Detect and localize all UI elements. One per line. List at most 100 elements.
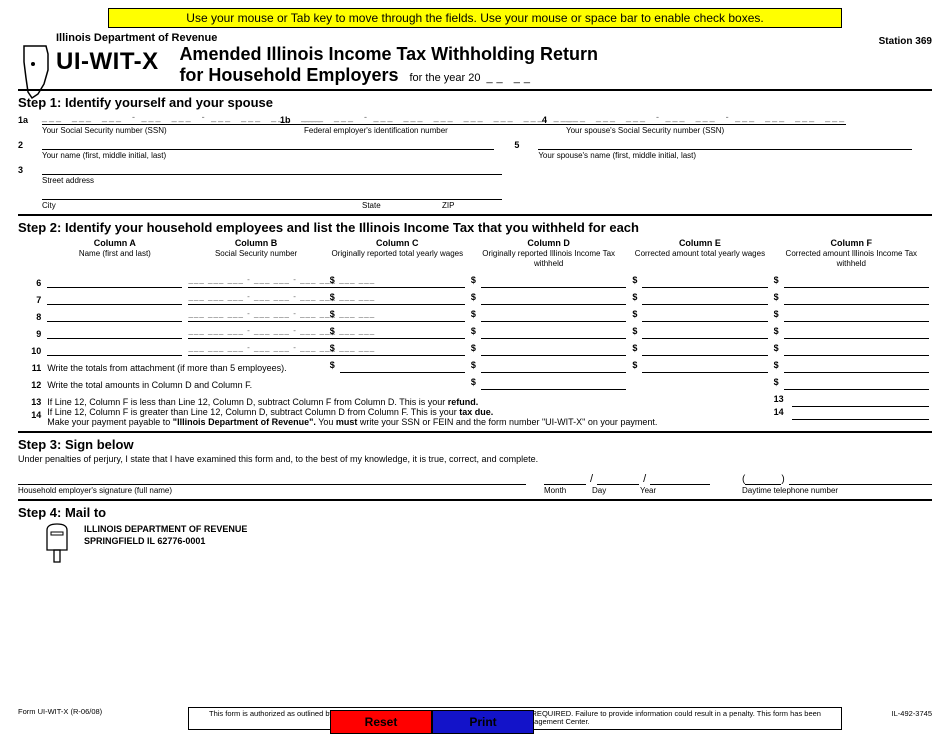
colC-input[interactable]: $ bbox=[330, 309, 465, 322]
line-5-no: 5 bbox=[514, 137, 538, 150]
spouse-ssn-input[interactable]: ___ ___ ___ - ___ ___ - ___ ___ ___ ___ bbox=[566, 112, 846, 125]
for-year-label: for the year 20 bbox=[410, 72, 481, 84]
colC-header: Column COriginally reported total yearly… bbox=[327, 237, 468, 271]
day-caption: Day bbox=[592, 486, 640, 495]
colF-input[interactable]: $ bbox=[774, 275, 929, 288]
instruction-banner: Use your mouse or Tab key to move throug… bbox=[108, 8, 842, 28]
row-no: 6 bbox=[18, 271, 44, 288]
line12-no: 12 bbox=[18, 373, 44, 390]
line12-f-input[interactable]: $ bbox=[774, 377, 929, 390]
line13-amount-input[interactable]: 13 bbox=[774, 394, 929, 407]
city-state-zip-input[interactable] bbox=[42, 187, 502, 200]
line11-no: 11 bbox=[18, 356, 44, 373]
colB-header: Column BSocial Security number bbox=[185, 237, 326, 271]
colD-input[interactable]: $ bbox=[471, 275, 626, 288]
emp-name-input[interactable] bbox=[47, 275, 182, 288]
colE-input[interactable]: $ bbox=[632, 343, 767, 356]
colF-input[interactable]: $ bbox=[774, 292, 929, 305]
form-code: UI-WIT-X bbox=[56, 48, 159, 76]
line14-text: If Line 12, Column F is greater than Lin… bbox=[44, 407, 770, 427]
signature-caption: Household employer's signature (full nam… bbox=[18, 486, 526, 495]
line-1b-no: 1b bbox=[280, 112, 304, 125]
line13-text: If Line 12, Column F is less than Line 1… bbox=[44, 390, 770, 407]
emp-name-input[interactable] bbox=[47, 343, 182, 356]
action-buttons: Reset Print bbox=[330, 710, 534, 734]
perjury-statement: Under penalties of perjury, I state that… bbox=[18, 454, 932, 464]
colC-input[interactable]: $ bbox=[330, 326, 465, 339]
line11-c-input[interactable]: $ bbox=[330, 360, 465, 373]
colE-header: Column ECorrected amount total yearly wa… bbox=[629, 237, 770, 271]
colD-input[interactable]: $ bbox=[471, 292, 626, 305]
colD-input[interactable]: $ bbox=[471, 326, 626, 339]
station-number: Station 369 bbox=[879, 36, 932, 47]
line14-amount-input[interactable]: 14 bbox=[774, 407, 929, 420]
row-no: 10 bbox=[18, 339, 44, 356]
print-button[interactable]: Print bbox=[432, 710, 534, 734]
illinois-logo-icon bbox=[18, 44, 54, 100]
street-caption: Street address bbox=[42, 176, 502, 185]
page: Use your mouse or Tab key to move throug… bbox=[0, 0, 950, 734]
fein-input[interactable]: ___ ___ - ___ ___ ___ ___ ___ ___ ___ bbox=[304, 112, 575, 125]
colF-input[interactable]: $ bbox=[774, 309, 929, 322]
line12-text: Write the total amounts in Column D and … bbox=[44, 373, 326, 390]
line11-f-input[interactable]: $ bbox=[774, 360, 929, 373]
street-input[interactable] bbox=[42, 162, 502, 175]
colC-input[interactable]: $ bbox=[330, 343, 465, 356]
spouse-ssn-caption: Your spouse's Social Security number (SS… bbox=[566, 126, 784, 135]
fein-caption: Federal employer's identification number bbox=[304, 126, 522, 135]
colE-input[interactable]: $ bbox=[632, 309, 767, 322]
state-caption: State bbox=[362, 201, 442, 210]
blank-lineno bbox=[18, 187, 42, 190]
ssn-caption: Your Social Security number (SSN) bbox=[42, 126, 260, 135]
mail-addr-line1: ILLINOIS DEPARTMENT OF REVENUE bbox=[84, 524, 247, 534]
rule-after-title bbox=[18, 89, 932, 91]
spouse-name-caption: Your spouse's name (first, middle initia… bbox=[538, 151, 912, 160]
colE-input[interactable]: $ bbox=[632, 326, 767, 339]
line11-e-input[interactable]: $ bbox=[632, 360, 767, 373]
year-blanks[interactable]: __ __ bbox=[486, 72, 534, 84]
line-4-no: 4 bbox=[542, 112, 566, 125]
emp-name-input[interactable] bbox=[47, 309, 182, 322]
colE-input[interactable]: $ bbox=[632, 292, 767, 305]
line11-d-input[interactable]: $ bbox=[471, 360, 626, 373]
form-revision: Form UI-WIT-X (R-06/08) bbox=[18, 707, 188, 716]
your-name-input[interactable] bbox=[42, 137, 494, 150]
phone-input[interactable]: ( ) bbox=[742, 472, 932, 485]
phone-caption: Daytime telephone number bbox=[742, 486, 932, 495]
colD-header: Column DOriginally reported Illinois Inc… bbox=[468, 237, 629, 271]
row-no: 8 bbox=[18, 305, 44, 322]
rule-after-step3 bbox=[18, 499, 932, 501]
row-no: 9 bbox=[18, 322, 44, 339]
signature-input[interactable] bbox=[18, 472, 526, 485]
month-caption: Month bbox=[544, 486, 592, 495]
step3-heading: Step 3: Sign below bbox=[18, 437, 932, 452]
paren-close: ) bbox=[781, 474, 784, 485]
title-line2-text: for Household Employers bbox=[179, 65, 398, 85]
colF-header: Column FCorrected amount Illinois Income… bbox=[771, 237, 932, 271]
rule-after-step2 bbox=[18, 431, 932, 433]
rule-after-step1 bbox=[18, 214, 932, 216]
your-name-caption: Your name (first, middle initial, last) bbox=[42, 151, 494, 160]
line-2-no: 2 bbox=[18, 137, 42, 150]
step1-heading: Step 1: Identify yourself and your spous… bbox=[18, 95, 932, 110]
reset-button[interactable]: Reset bbox=[330, 710, 432, 734]
colF-input[interactable]: $ bbox=[774, 326, 929, 339]
colA-header: Column AName (first and last) bbox=[44, 237, 185, 271]
line14-no: 14 bbox=[18, 407, 44, 427]
colD-input[interactable]: $ bbox=[471, 343, 626, 356]
date-input[interactable]: / / bbox=[544, 472, 724, 485]
form-header: Station 369 Illinois Department of Reven… bbox=[18, 32, 932, 85]
emp-name-input[interactable] bbox=[47, 292, 182, 305]
form-title-line1: Amended Illinois Income Tax Withholding … bbox=[179, 44, 598, 65]
year-caption: Year bbox=[640, 486, 656, 495]
colC-input[interactable]: $ bbox=[330, 275, 465, 288]
mailbox-icon bbox=[42, 522, 72, 564]
zip-caption: ZIP bbox=[442, 201, 502, 210]
colF-input[interactable]: $ bbox=[774, 343, 929, 356]
colE-input[interactable]: $ bbox=[632, 275, 767, 288]
line12-d-input[interactable]: $ bbox=[471, 377, 626, 390]
emp-name-input[interactable] bbox=[47, 326, 182, 339]
spouse-name-input[interactable] bbox=[538, 137, 912, 150]
colC-input[interactable]: $ bbox=[330, 292, 465, 305]
colD-input[interactable]: $ bbox=[471, 309, 626, 322]
